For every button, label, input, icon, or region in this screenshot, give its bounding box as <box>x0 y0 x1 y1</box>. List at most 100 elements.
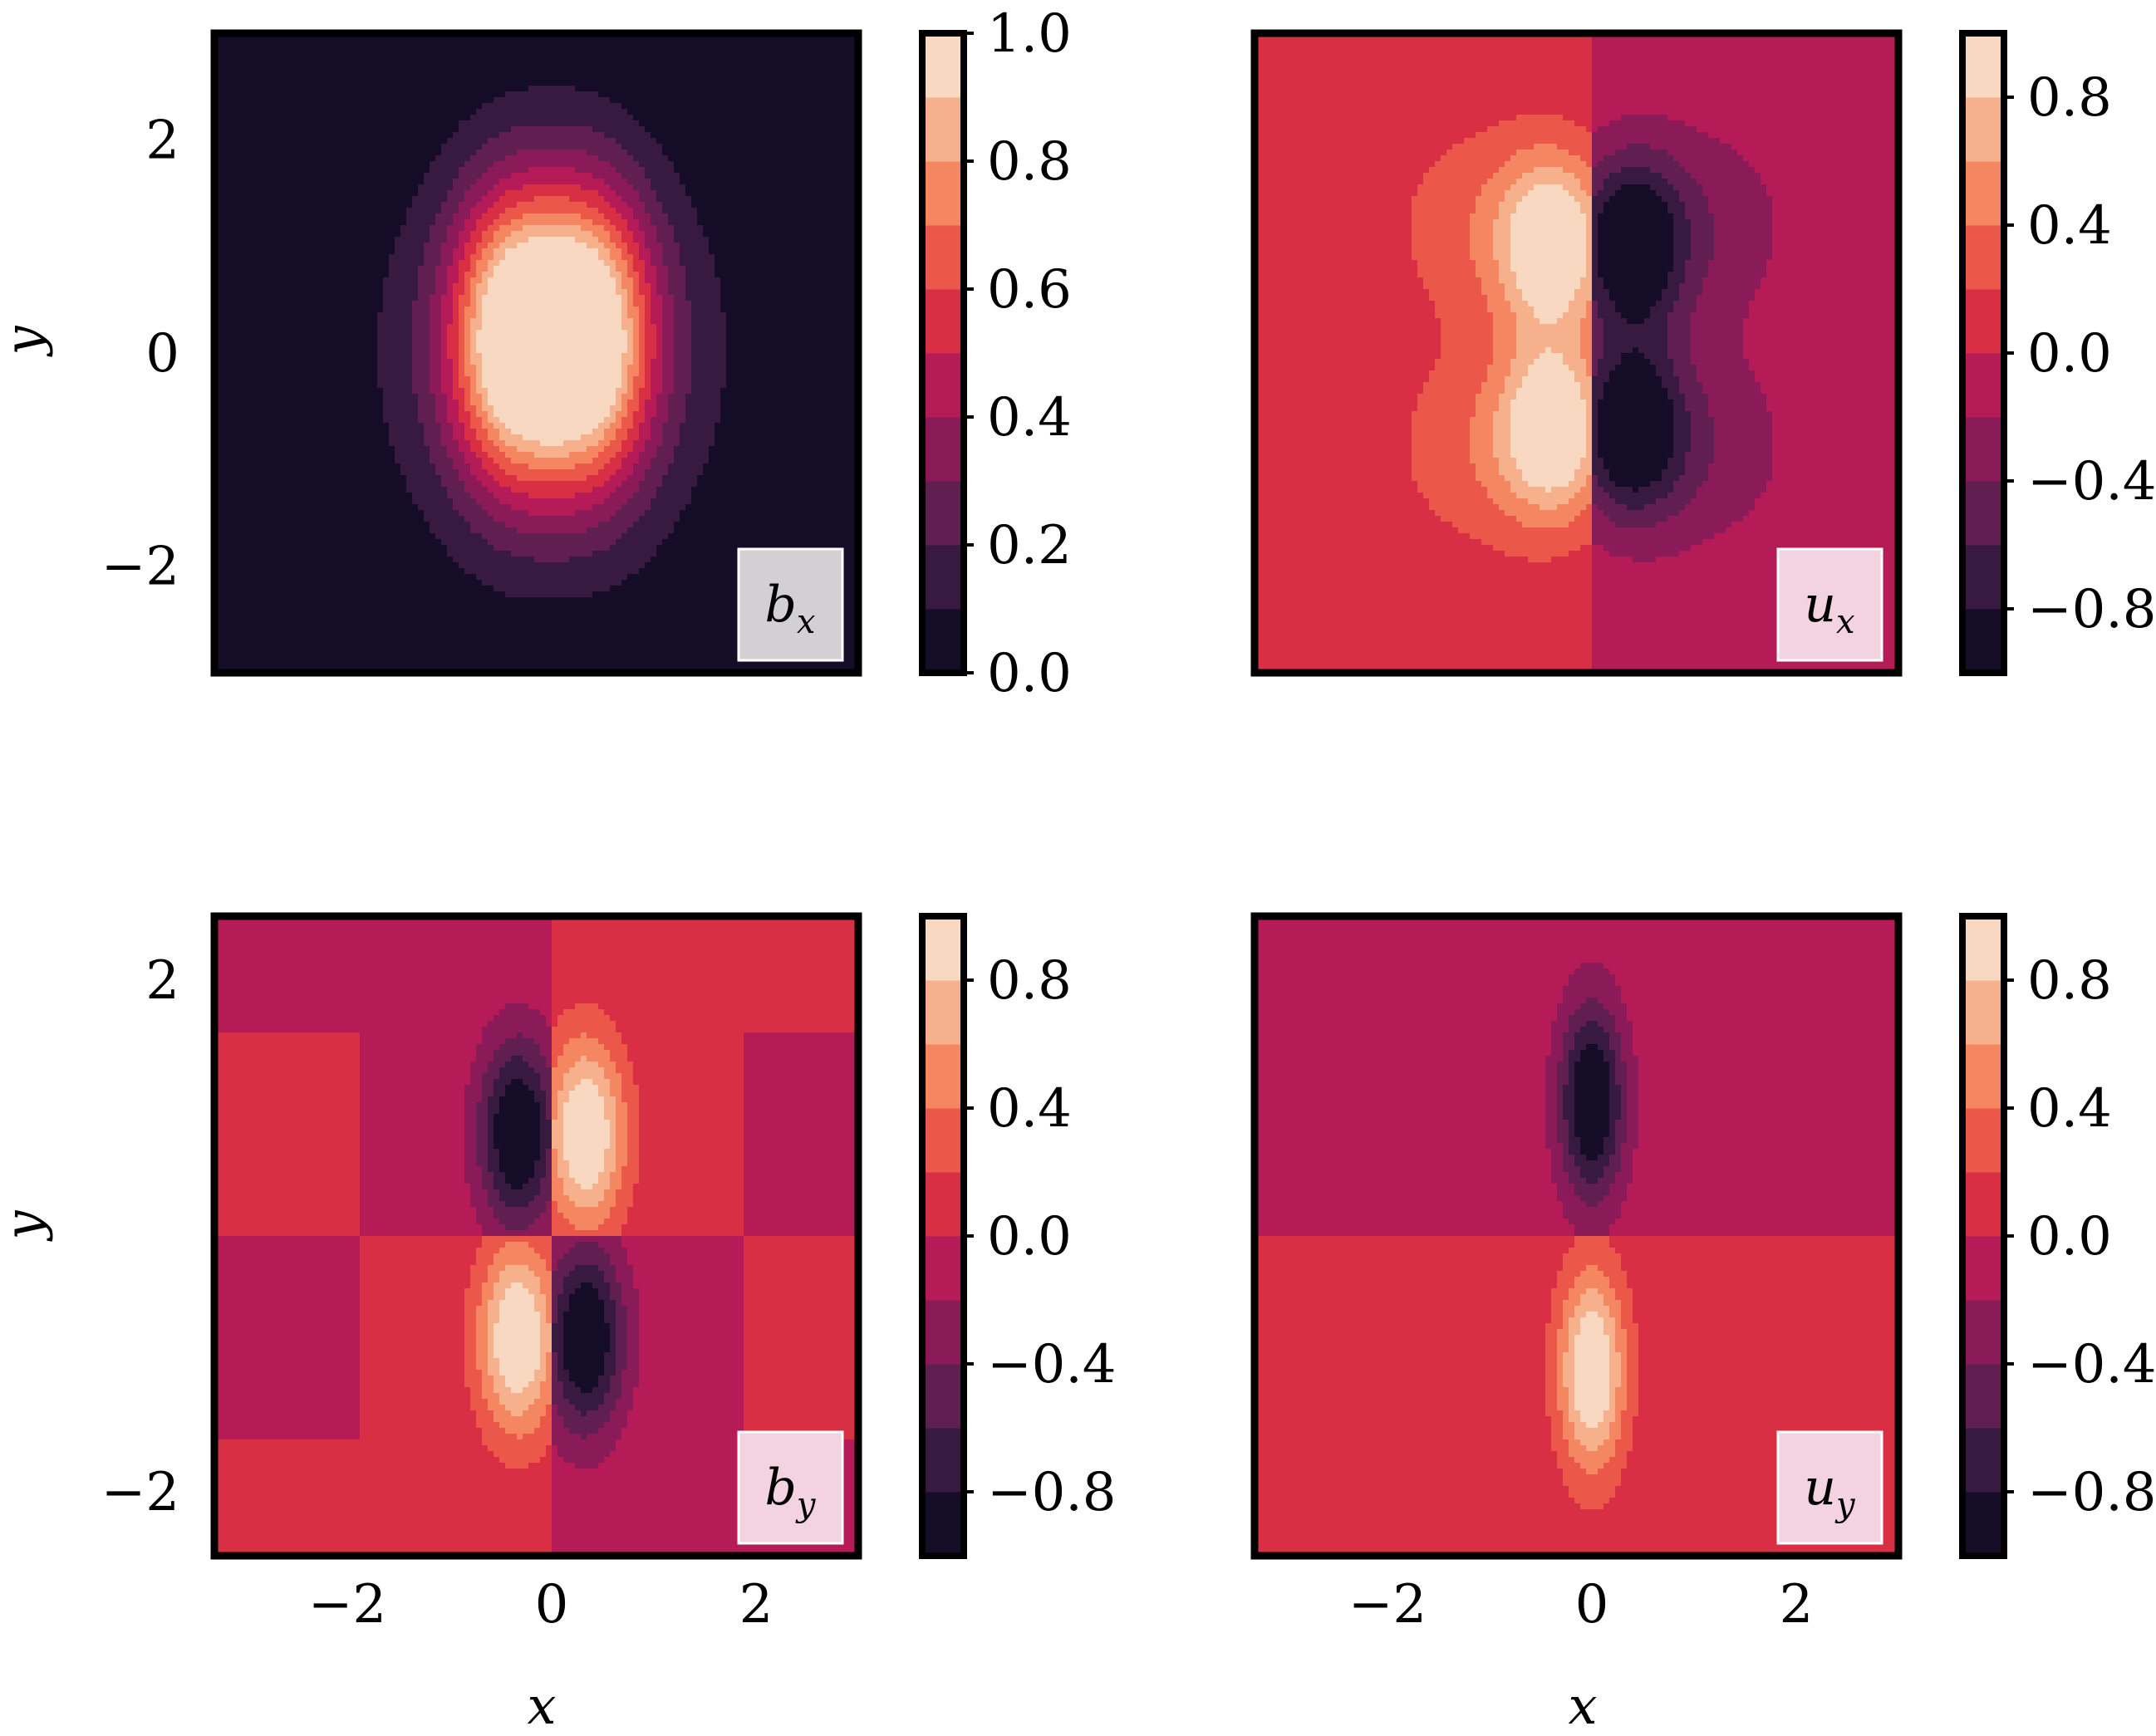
contour-cell <box>842 62 849 69</box>
contour-cell <box>616 68 622 75</box>
contour-cell <box>569 190 576 197</box>
contour-cell <box>302 91 308 98</box>
contour-cell <box>557 213 564 220</box>
contour-cell <box>435 138 442 145</box>
contour-cell <box>621 56 628 63</box>
contour-cell <box>831 277 837 284</box>
contour-cell <box>569 56 576 63</box>
contour-cell <box>848 266 855 272</box>
contour-cell <box>715 120 721 127</box>
contour-cell <box>808 103 814 110</box>
contour-cell <box>627 91 634 98</box>
contour-cell <box>284 208 291 214</box>
contour-cell <box>726 68 733 75</box>
contour-cell <box>499 213 506 220</box>
contour-cell <box>371 219 378 226</box>
contour-cell <box>313 231 320 238</box>
contour-cell <box>621 196 628 203</box>
contour-cell <box>674 68 680 75</box>
contour-cell <box>720 219 727 226</box>
contour-cell <box>273 237 279 243</box>
contour-cell <box>377 97 384 104</box>
contour-cell <box>621 86 628 92</box>
contour-cell <box>377 74 384 81</box>
contour-cell <box>621 208 628 214</box>
contour-cell <box>715 138 721 145</box>
contour-cell <box>482 62 489 69</box>
contour-cell <box>720 248 727 255</box>
contour-cell <box>697 62 704 69</box>
contour-cell <box>587 86 593 92</box>
contour-cell <box>418 277 425 284</box>
contour-cell <box>627 144 634 150</box>
contour-cell <box>808 237 814 243</box>
contour-cell <box>691 51 698 57</box>
contour-cell <box>685 115 692 121</box>
contour-cell <box>511 45 518 51</box>
contour-cell <box>366 289 372 296</box>
contour-cell <box>802 202 808 208</box>
contour-cell <box>273 86 279 92</box>
contour-cell <box>360 56 366 63</box>
contour-cell <box>273 132 279 139</box>
contour-cell <box>395 86 401 92</box>
contour-cell <box>720 109 727 115</box>
contour-cell <box>528 231 535 238</box>
contour-cell <box>819 86 826 92</box>
contour-cell <box>441 51 448 57</box>
contour-cell <box>744 161 750 168</box>
contour-cell <box>383 39 390 46</box>
contour-cell <box>837 237 843 243</box>
contour-cell <box>523 266 529 272</box>
contour-cell <box>778 219 785 226</box>
contour-cell <box>813 45 820 51</box>
contour-cell <box>307 248 314 255</box>
contour-cell <box>395 97 401 104</box>
contour-cell <box>360 289 366 296</box>
contour-cell <box>691 208 698 214</box>
contour-cell <box>633 86 640 92</box>
contour-cell <box>575 132 582 139</box>
contour-cell <box>720 196 727 203</box>
contour-cell <box>470 62 477 69</box>
contour-cell <box>470 243 477 249</box>
contour-cell <box>494 254 500 261</box>
contour-cell <box>499 208 506 214</box>
contour-cell <box>243 237 250 243</box>
contour-cell <box>540 202 547 208</box>
contour-cell <box>249 103 256 110</box>
contour-cell <box>709 202 715 208</box>
contour-cell <box>395 243 401 249</box>
contour-cell <box>482 138 489 145</box>
contour-cell <box>273 150 279 156</box>
contour-cell <box>400 150 407 156</box>
contour-cell <box>307 109 314 115</box>
contour-cell <box>552 179 558 185</box>
contour-cell <box>383 260 390 267</box>
contour-cell <box>633 260 640 267</box>
contour-cell <box>313 213 320 220</box>
contour-cell <box>430 80 436 86</box>
contour-cell <box>255 155 262 162</box>
contour-cell <box>278 266 285 272</box>
contour-cell <box>354 208 361 214</box>
contour-cell <box>476 266 483 272</box>
contour-cell <box>290 39 297 46</box>
contour-cell <box>499 173 506 179</box>
contour-cell <box>720 202 727 208</box>
contour-cell <box>790 62 797 69</box>
contour-cell <box>604 202 611 208</box>
contour-cell <box>621 202 628 208</box>
contour-cell <box>459 45 465 51</box>
contour-cell <box>406 120 413 127</box>
contour-cell <box>523 45 529 51</box>
contour-cell <box>656 225 663 232</box>
contour-cell <box>651 179 657 185</box>
contour-cell <box>441 283 448 290</box>
contour-cell <box>302 266 308 272</box>
contour-cell <box>470 109 477 115</box>
contour-cell <box>523 56 529 63</box>
contour-cell <box>482 254 489 261</box>
contour-cell <box>249 254 256 261</box>
